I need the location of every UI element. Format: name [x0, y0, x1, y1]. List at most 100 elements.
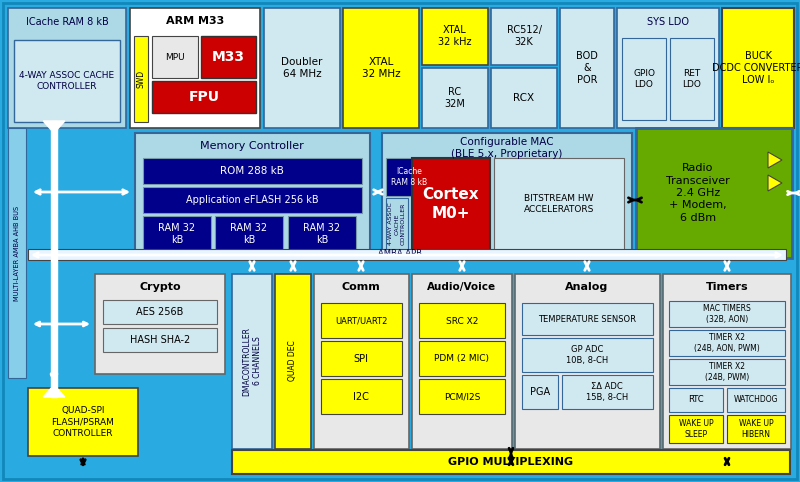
- Text: Audio/Voice: Audio/Voice: [427, 282, 497, 292]
- Bar: [8, 8, 126, 128]
- Bar: [28, 388, 138, 456]
- Bar: [152, 81, 256, 113]
- Polygon shape: [43, 385, 65, 397]
- Bar: [14, 40, 120, 122]
- Bar: [201, 36, 256, 78]
- Bar: [386, 158, 432, 196]
- Text: Doubler
64 MHz: Doubler 64 MHz: [282, 57, 322, 79]
- Bar: [669, 388, 723, 412]
- Bar: [669, 359, 785, 385]
- Text: Memory Controller: Memory Controller: [200, 141, 304, 151]
- Bar: [103, 328, 217, 352]
- Text: BOD
&
POR: BOD & POR: [576, 51, 598, 85]
- Bar: [636, 128, 792, 258]
- Bar: [669, 330, 785, 356]
- Bar: [422, 68, 488, 128]
- Bar: [727, 415, 785, 443]
- Bar: [522, 338, 653, 372]
- Text: GPIO MULTIPLEXING: GPIO MULTIPLEXING: [449, 457, 574, 467]
- Text: RET
LDO: RET LDO: [682, 69, 702, 89]
- Polygon shape: [768, 152, 782, 168]
- Bar: [522, 303, 653, 335]
- Text: I2C: I2C: [353, 392, 369, 402]
- Bar: [215, 216, 283, 252]
- Bar: [522, 375, 558, 409]
- Polygon shape: [43, 121, 65, 133]
- Bar: [494, 158, 624, 250]
- Bar: [382, 133, 632, 255]
- Bar: [134, 36, 148, 122]
- Text: TIMER X2
(24B, PWM): TIMER X2 (24B, PWM): [705, 362, 749, 382]
- Text: Timers: Timers: [706, 282, 748, 292]
- Text: ICache RAM 8 kB: ICache RAM 8 kB: [26, 17, 108, 27]
- Bar: [135, 133, 370, 255]
- Polygon shape: [768, 175, 782, 191]
- Bar: [152, 36, 198, 78]
- Text: XTAL
32 MHz: XTAL 32 MHz: [362, 57, 400, 79]
- Text: BITSTREAM HW
ACCELERATORS: BITSTREAM HW ACCELERATORS: [524, 194, 594, 214]
- Text: Analog: Analog: [566, 282, 609, 292]
- Text: WAKE UP
SLEEP: WAKE UP SLEEP: [678, 419, 714, 439]
- Text: Comm: Comm: [342, 282, 380, 292]
- Text: Application eFLASH 256 kB: Application eFLASH 256 kB: [186, 195, 318, 205]
- Text: 4-WAY ASSOC CACHE
CONTROLLER: 4-WAY ASSOC CACHE CONTROLLER: [19, 71, 114, 91]
- Bar: [722, 8, 794, 128]
- Text: QUAD-SPI
FLASH/PSRAM
CONTROLLER: QUAD-SPI FLASH/PSRAM CONTROLLER: [51, 406, 114, 438]
- Bar: [669, 301, 785, 327]
- Polygon shape: [51, 121, 57, 397]
- Bar: [28, 249, 786, 260]
- Bar: [663, 274, 791, 449]
- Text: Configurable MAC
(BLE 5.x, Proprietary): Configurable MAC (BLE 5.x, Proprietary): [451, 137, 562, 159]
- Text: MAC TIMERS
(32B, AON): MAC TIMERS (32B, AON): [703, 304, 751, 324]
- Bar: [412, 274, 512, 449]
- Text: MULTI-LAYER AMBA AHB BUS: MULTI-LAYER AMBA AHB BUS: [14, 205, 20, 301]
- Text: UART/UART2: UART/UART2: [335, 317, 387, 325]
- Text: ARM M33: ARM M33: [166, 16, 224, 26]
- Bar: [670, 38, 714, 120]
- Text: M33: M33: [211, 50, 245, 64]
- Bar: [143, 216, 211, 252]
- Bar: [232, 274, 272, 449]
- Bar: [617, 8, 719, 128]
- Text: SYS LDO: SYS LDO: [647, 17, 689, 27]
- Bar: [143, 158, 362, 184]
- Text: RCX: RCX: [514, 93, 534, 103]
- Text: HASH SHA-2: HASH SHA-2: [130, 335, 190, 345]
- Text: Crypto: Crypto: [139, 282, 181, 292]
- Text: RAM 32
kB: RAM 32 kB: [230, 223, 267, 245]
- Text: WAKE UP
HIBERN: WAKE UP HIBERN: [738, 419, 774, 439]
- Text: FPU: FPU: [189, 90, 219, 104]
- Bar: [130, 8, 260, 128]
- Text: AMBA APB: AMBA APB: [378, 250, 422, 258]
- Bar: [264, 8, 340, 128]
- Bar: [562, 375, 653, 409]
- Bar: [727, 388, 785, 412]
- Text: ΣΔ ADC
15B, 8-CH: ΣΔ ADC 15B, 8-CH: [586, 382, 628, 402]
- Text: RAM 32
kB: RAM 32 kB: [303, 223, 341, 245]
- Bar: [143, 187, 362, 213]
- Bar: [419, 303, 505, 338]
- Bar: [622, 38, 666, 120]
- Text: GP ADC
10B, 8-CH: GP ADC 10B, 8-CH: [566, 345, 608, 365]
- Bar: [560, 8, 614, 128]
- Text: 4-WAY ASSOC
CACHE
CONTROLLER: 4-WAY ASSOC CACHE CONTROLLER: [388, 202, 406, 245]
- Bar: [275, 274, 311, 449]
- Text: MPU: MPU: [165, 53, 185, 62]
- Bar: [321, 341, 402, 376]
- Bar: [515, 274, 660, 449]
- Bar: [386, 198, 408, 250]
- Bar: [95, 274, 225, 374]
- Text: ROM 288 kB: ROM 288 kB: [220, 166, 284, 176]
- Text: ICache
RAM 8 kB: ICache RAM 8 kB: [391, 167, 427, 187]
- Bar: [232, 450, 790, 474]
- Text: PGA: PGA: [530, 387, 550, 397]
- Text: AES 256B: AES 256B: [136, 307, 184, 317]
- Bar: [314, 274, 409, 449]
- Text: PCM/I2S: PCM/I2S: [444, 392, 480, 402]
- Bar: [412, 158, 490, 250]
- Bar: [491, 8, 557, 65]
- Text: RTC: RTC: [688, 396, 704, 404]
- Text: QUAD DEC: QUAD DEC: [289, 341, 298, 381]
- Bar: [422, 8, 488, 65]
- Text: SRC X2: SRC X2: [446, 317, 478, 325]
